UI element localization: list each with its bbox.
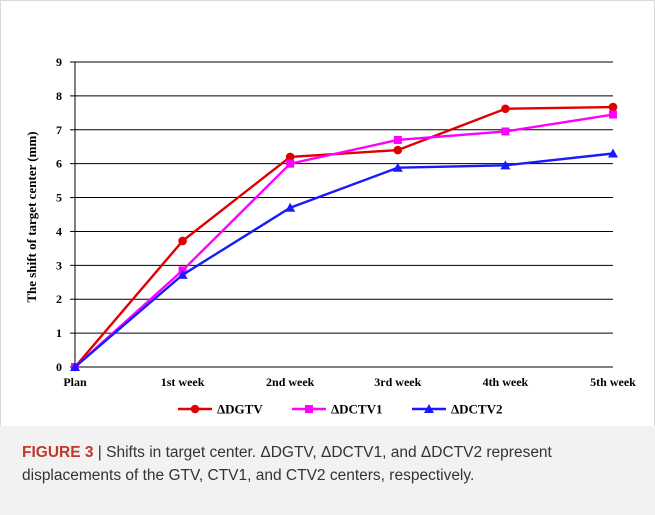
x-tick-label: 3rd week — [374, 375, 421, 389]
data-point — [177, 269, 188, 279]
figure-caption: FIGURE 3 | Shifts in target center. ΔDGT… — [22, 441, 637, 487]
data-point — [285, 202, 296, 212]
y-tick-label: 1 — [56, 326, 62, 340]
series-line — [74, 113, 614, 368]
data-point — [285, 152, 295, 162]
caption-label: FIGURE 3 — [22, 444, 94, 461]
legend-marker — [305, 405, 313, 413]
series-2 — [71, 110, 617, 371]
legend-label: ΔDCTV1 — [331, 402, 383, 417]
x-tick-label: 1st week — [161, 375, 205, 389]
data-point — [608, 102, 618, 112]
line-chart: 0 1 2 3 4 5 6 7 8 9 Plan 1st week 2nd week 3rd week 4t… — [24, 55, 636, 417]
series-layer — [70, 102, 618, 372]
series-3 — [70, 148, 618, 371]
data-point — [501, 127, 510, 136]
legend-item: ΔDCTV2 — [412, 402, 503, 417]
x-tick-label: 5th week — [590, 375, 636, 389]
x-tick-label: 2nd week — [266, 375, 315, 389]
y-axis-title: The shift of target center (mm) — [24, 131, 39, 302]
legend-label: ΔDCTV2 — [451, 402, 503, 417]
y-tick-label: 2 — [56, 292, 62, 306]
x-tick-label: 4th week — [483, 375, 529, 389]
gridlines — [75, 61, 613, 334]
y-tick-label: 4 — [56, 224, 62, 238]
series-1 — [70, 102, 618, 372]
data-point — [286, 159, 295, 168]
caption-separator: | — [97, 444, 102, 461]
legend-label: ΔDGTV — [217, 402, 263, 417]
y-tick-label: 0 — [56, 360, 62, 374]
axes: 0 1 2 3 4 5 6 7 8 9 Plan 1st week 2nd week 3rd week 4t… — [56, 55, 636, 389]
y-tick-label: 7 — [56, 123, 62, 137]
data-point — [501, 104, 510, 114]
caption-body: Shifts in target center. ΔDGTV, ΔDCTV1, … — [22, 444, 552, 484]
y-tick-label: 9 — [56, 55, 62, 69]
legend-item: ΔDGTV — [178, 402, 263, 417]
legend-marker — [190, 404, 200, 414]
data-point — [609, 110, 617, 119]
data-point — [500, 160, 511, 170]
legend-item: ΔDCTV1 — [292, 402, 383, 417]
legend: ΔDGTV ΔDCTV1 ΔDCTV2 — [178, 402, 503, 417]
data-point — [70, 362, 80, 371]
y-tick-label: 6 — [56, 157, 62, 171]
series-line — [74, 152, 614, 368]
y-tick-label: 5 — [56, 191, 62, 205]
y-tick-label: 8 — [56, 89, 62, 103]
data-point — [608, 148, 618, 158]
x-tick-label: Plan — [63, 375, 87, 389]
data-point — [393, 145, 403, 155]
caption-box — [0, 426, 655, 515]
data-point — [393, 135, 402, 144]
legend-marker — [424, 404, 434, 413]
data-point — [178, 236, 187, 246]
series-line — [74, 105, 614, 368]
data-point — [392, 162, 403, 172]
y-tick-label: 3 — [56, 258, 62, 272]
